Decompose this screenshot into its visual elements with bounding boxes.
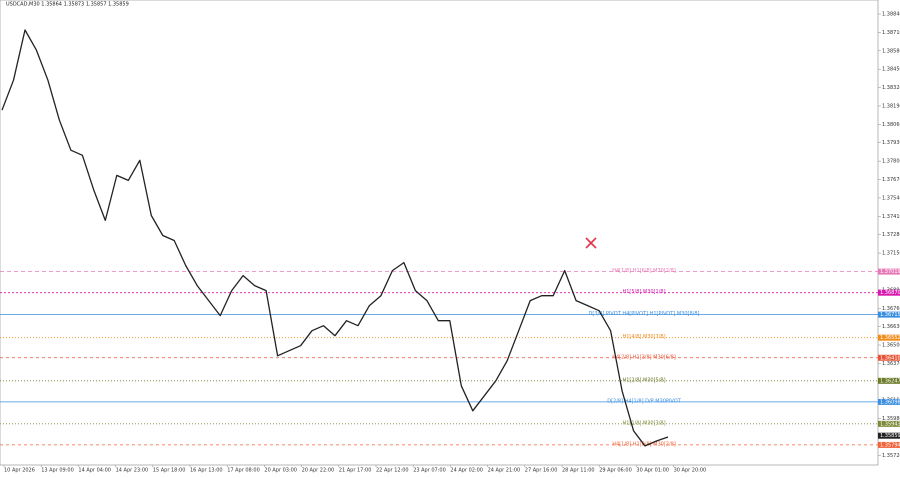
x-tick-label: 23 Apr 07:00: [413, 468, 446, 474]
x-tick-label: 13 Apr 09:00: [41, 468, 74, 474]
x-tick-label: 29 Apr 06:00: [599, 468, 632, 474]
y-tick-label: 1.37670: [882, 177, 900, 183]
price-box: [878, 398, 900, 405]
y-tick-label: 1.38710: [882, 30, 900, 36]
x-tick-label: 27 Apr 16:00: [525, 468, 558, 474]
y-tick-label: 1.38320: [882, 85, 900, 91]
price-box: [878, 377, 900, 384]
price-box: [878, 441, 900, 448]
y-tick-label: 1.38190: [882, 103, 900, 109]
x-tick-label: 20 Apr 03:00: [264, 468, 297, 474]
y-tick-label: 1.36630: [882, 324, 900, 330]
x-tick-label: 17 Apr 08:00: [227, 468, 260, 474]
price-label: 1.36870: [880, 290, 900, 296]
level-label: D[2/8] H4[1/8] D/P M30PIVOT: [607, 398, 681, 404]
y-tick-label: 1.37930: [882, 140, 900, 146]
x-tick-label: 24 Apr 21:00: [488, 468, 521, 474]
y-tick-label: 1.38450: [882, 67, 900, 73]
x-tick-label: 24 Apr 02:00: [450, 468, 483, 474]
y-tick-label: 1.36370: [882, 361, 900, 367]
current-price-label: 1.35859: [880, 433, 900, 439]
x-tick-label: 16 Apr 13:00: [190, 468, 223, 474]
level-label: H1[5/8] M30[1/8]: [622, 289, 665, 295]
price-line: [1, 29, 669, 447]
y-tick-label: 1.36760: [882, 306, 900, 312]
plot-frame: [0, 0, 879, 466]
x-tick-label: 10 Apr 2026: [4, 468, 35, 474]
price-box: [878, 420, 900, 427]
y-tick-label: 1.37540: [882, 195, 900, 201]
level-label: H1[1/8] M30[3/8]: [622, 420, 665, 426]
x-tick-label: 21 Apr 17:00: [339, 468, 372, 474]
y-tick-label: 1.37150: [882, 251, 900, 257]
level-label: H4[2/8] H1[3/8] M30[6/8]: [612, 354, 676, 360]
price-box: [878, 311, 900, 318]
x-tick-label: 20 Apr 22:00: [302, 468, 335, 474]
current-price-box: [878, 432, 900, 439]
y-tick-label: 1.37800: [882, 159, 900, 165]
x-tick-label: 28 Apr 11:00: [562, 468, 595, 474]
price-label: 1.36552: [880, 335, 900, 341]
price-box: [878, 334, 900, 341]
level-label: H4[1/8] H1[6/8] M30[2/8]: [612, 268, 676, 274]
y-tick-label: 1.35980: [882, 416, 900, 422]
y-tick-label: 1.38580: [882, 48, 900, 54]
price-label: 1.35794: [880, 442, 900, 448]
y-tick-label: 1.38840: [882, 12, 900, 18]
price-label: 1.37019: [880, 269, 900, 275]
x-tick-label: 30 Apr 20:00: [674, 468, 707, 474]
price-label: 1.36247: [880, 378, 900, 384]
marker-x: [585, 237, 597, 249]
y-tick-label: 1.38060: [882, 122, 900, 128]
x-tick-label: 30 Apr 01:00: [636, 468, 669, 474]
y-tick-label: 1.35720: [882, 453, 900, 459]
x-tick-label: 22 Apr 12:00: [376, 468, 409, 474]
y-tick-label: 1.36500: [882, 343, 900, 349]
y-tick-label: 1.37410: [882, 214, 900, 220]
price-label: 1.36715: [880, 312, 900, 318]
price-box: [878, 289, 900, 296]
price-box: [878, 268, 900, 275]
x-tick-label: 14 Apr 04:00: [78, 468, 111, 474]
price-box: [878, 354, 900, 361]
price-label: 1.35943: [880, 421, 900, 427]
level-label: D[3/8] PIVOT H4[PIVOT] H1[PIVOT] M30[8/8…: [589, 311, 700, 317]
level-label: H1[2/8] M30[5/8]: [622, 377, 665, 383]
x-tick-label: 14 Apr 23:00: [116, 468, 149, 474]
level-label: H1[4/8] M30[7/8]: [622, 334, 665, 340]
y-tick-label: 1.37280: [882, 232, 900, 238]
x-tick-label: 15 Apr 18:00: [153, 468, 186, 474]
price-label: 1.36098: [880, 399, 900, 405]
price-label: 1.36410: [880, 355, 900, 361]
chart-title: USDCAD,M30 1.35864 1.35873 1.35857 1.358…: [6, 2, 129, 8]
